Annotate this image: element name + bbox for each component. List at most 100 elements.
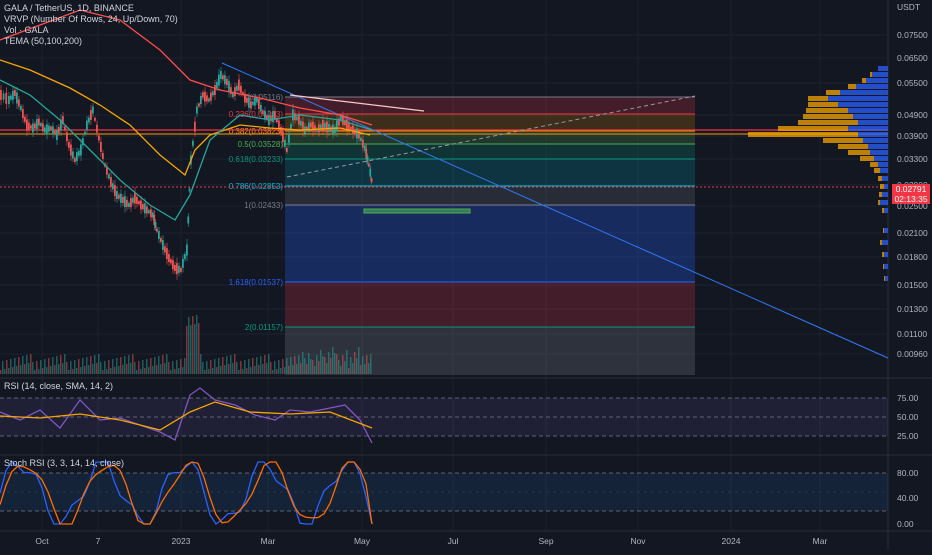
volume-bar (324, 357, 326, 374)
volume-bar (270, 362, 272, 374)
candle-body (144, 203, 146, 214)
candle-body (242, 92, 244, 96)
volume-bar (94, 355, 96, 374)
candle-body (64, 126, 66, 131)
volume-bar (334, 353, 336, 374)
candle-body (94, 117, 96, 121)
stoch-axis-label-0: 80.00 (897, 468, 919, 478)
volume-bar (226, 356, 228, 374)
volume-bar (136, 370, 138, 374)
candle-body (92, 106, 94, 114)
volume-bar (196, 315, 198, 374)
currency-label: USDT (897, 2, 920, 12)
volume-bar (216, 367, 218, 374)
volume-bar (256, 357, 258, 374)
candle-body (42, 123, 44, 132)
fib-zone-3 (285, 144, 695, 159)
candle-body (172, 260, 174, 270)
vp-down-4 (826, 90, 840, 95)
vp-down-22 (882, 208, 884, 213)
candle-body (154, 222, 157, 228)
fib-label-7: 1.618(0.01537) (229, 278, 284, 287)
volume-bar (220, 366, 222, 374)
candle-body (8, 96, 10, 104)
volume-bar (84, 366, 86, 374)
dashed-trendline (286, 95, 696, 178)
fib-label-1: 0.236(0.04293) (229, 110, 284, 119)
volume-indicator-label[interactable]: Vol · GALA (4, 25, 49, 35)
volume-bar (120, 357, 122, 374)
wedge-line-upper (289, 94, 425, 112)
candle-body (136, 196, 138, 204)
vp-up-20 (882, 192, 888, 197)
candle-body (358, 131, 360, 139)
volume-bar (58, 364, 60, 374)
candle-body (16, 92, 18, 104)
candle-body (192, 140, 194, 146)
vp-up-26 (884, 264, 888, 269)
candle-body (364, 145, 366, 151)
volume-bar (262, 364, 264, 374)
volume-bars (0, 315, 372, 374)
candle-body (244, 93, 246, 103)
volume-bar (174, 369, 176, 374)
stoch-pane-label[interactable]: Stoch RSI (3, 3, 14, 14, close) (4, 458, 125, 468)
volume-bar (92, 364, 94, 374)
volume-bar (360, 365, 362, 374)
candle-body (142, 204, 144, 210)
volume-bar (312, 360, 314, 374)
candle-body (246, 97, 248, 103)
volume-bar (102, 370, 104, 374)
vp-up-8 (853, 114, 888, 119)
candle-body (90, 110, 92, 120)
vrvp-indicator-label[interactable]: VRVP (Number Of Rows, 24, Up/Down, 70) (4, 14, 178, 24)
candle-body (153, 215, 156, 225)
volume-bar (248, 359, 250, 374)
candle-body (266, 115, 268, 120)
vp-up-21 (880, 200, 888, 205)
vp-down-14 (848, 150, 870, 155)
candle-body (196, 106, 198, 114)
fib-zone-2 (285, 131, 695, 144)
candle-body (10, 95, 12, 100)
volume-bar (200, 354, 202, 374)
price-axis-label-7: 0.02500 (897, 201, 928, 211)
volume-bar (6, 360, 8, 374)
stoch-k-line (0, 461, 373, 525)
candle-body (368, 163, 370, 167)
volume-bar (284, 367, 286, 374)
volume-bar (202, 362, 204, 374)
candle-body (308, 122, 310, 131)
stoch-axis-label-2: 0.00 (897, 519, 914, 529)
volume-bar (214, 359, 216, 374)
volume-bar (56, 356, 58, 374)
candle-body (194, 121, 196, 132)
vp-down-16 (870, 162, 878, 167)
time-axis-label-0: Oct (35, 536, 49, 546)
vp-down-15 (860, 156, 874, 161)
volume-bar (138, 361, 140, 374)
fib-label-4: 0.618(0.03233) (229, 155, 284, 164)
vp-up-17 (880, 168, 888, 173)
candle-body (314, 125, 316, 132)
volume-bar (350, 357, 352, 374)
volume-bar (336, 354, 338, 374)
volume-bar (12, 367, 14, 374)
symbol-title[interactable]: GALA / TetherUS, 1D, BINANCE (4, 3, 134, 13)
vp-down-1 (870, 72, 872, 77)
target-box (363, 208, 471, 214)
price-axis-label-8: 0.02100 (897, 228, 928, 238)
candle-body (282, 131, 284, 143)
volume-bar (46, 367, 48, 374)
candle-body (20, 106, 22, 110)
vp-down-9 (798, 120, 858, 125)
candle-body (280, 127, 282, 133)
volume-bar (72, 369, 74, 374)
volume-bar (368, 363, 370, 374)
tema-indicator-label[interactable]: TEMA (50,100,200) (4, 36, 83, 46)
rsi-pane-label[interactable]: RSI (14, close, SMA, 14, 2) (4, 381, 114, 391)
candle-body (369, 168, 372, 177)
candle-body (184, 254, 186, 260)
